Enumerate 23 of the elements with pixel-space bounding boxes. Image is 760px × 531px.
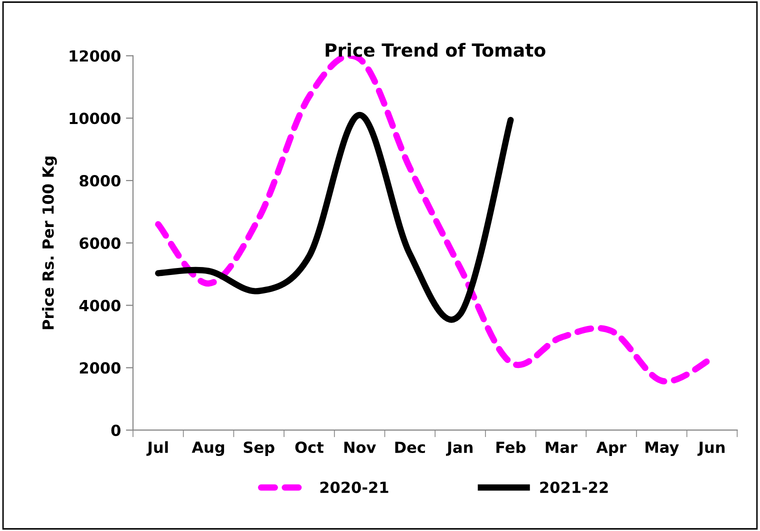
legend-label: 2020-21 — [320, 482, 388, 494]
y-tick-label: 12000 — [70, 50, 120, 62]
x-tick-label: Feb — [496, 441, 526, 454]
y-tick-label: 0 — [111, 424, 120, 436]
x-tick-label: Oct — [295, 441, 324, 454]
x-tick-label: Jun — [697, 442, 725, 456]
x-tick-label: Jul — [146, 441, 168, 456]
x-tick-label: Mar — [546, 442, 578, 454]
x-tick-label: Sep — [244, 441, 274, 456]
x-tick-label: Jan — [446, 442, 473, 456]
x-tick-label: Aug — [192, 442, 224, 456]
x-tick-label: Apr — [596, 442, 626, 456]
legend-label: 2021-22 — [540, 482, 608, 494]
y-tick-label: 8000 — [80, 175, 120, 187]
chart-title: Price Trend of Tomato — [326, 42, 546, 57]
y-axis-title: Price Rs. Per 100 Kg — [42, 156, 57, 330]
x-tick-label: Dec — [395, 442, 425, 454]
x-tick-label: Nov — [344, 442, 376, 454]
x-tick-label: May — [646, 442, 679, 456]
y-tick-label: 4000 — [79, 300, 120, 312]
y-tick-label: 6000 — [80, 237, 120, 249]
y-tick-label: 2000 — [80, 362, 120, 374]
y-tick-label: 10000 — [70, 112, 120, 124]
